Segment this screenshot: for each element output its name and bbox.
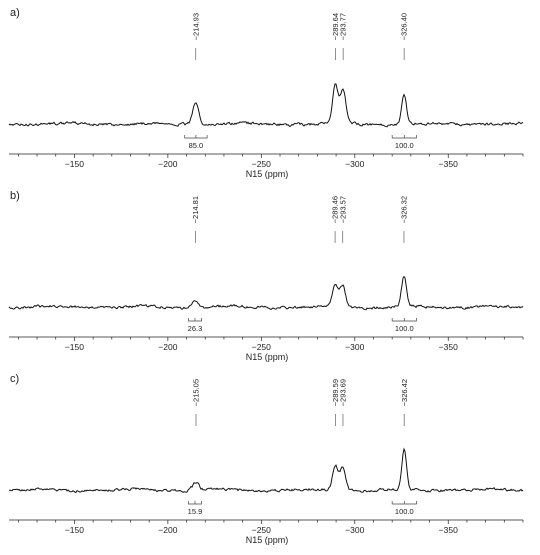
spectrum-trace xyxy=(8,83,524,128)
peak-label-4: −326.32 xyxy=(400,196,409,243)
peak-label-2: −289.46 xyxy=(331,196,340,243)
spectrum-trace xyxy=(8,447,524,493)
spectrum-trace xyxy=(8,275,524,311)
panel-label: b) xyxy=(10,190,20,202)
integral-label: 100.0 xyxy=(395,324,414,333)
x-tick-label: −350 xyxy=(439,159,458,169)
integral-1: 85.0 xyxy=(184,135,208,150)
x-axis-label: N15 (ppm) xyxy=(246,535,289,545)
spectrum-panel-2: b) −214.81 −289.46−293.57 −326.32 26.3 100.0 −… xyxy=(8,190,524,362)
x-tick-label: −250 xyxy=(252,525,271,535)
integral-1: 26.3 xyxy=(188,318,203,333)
integral-2: 100.0 xyxy=(391,135,417,150)
x-tick-label: −150 xyxy=(65,525,84,535)
peak-label-1: −215.05 xyxy=(192,379,201,426)
svg-text:−289.59: −289.59 xyxy=(331,379,340,406)
peak-label-1: −214.93 xyxy=(191,13,200,60)
panel-label: a) xyxy=(10,7,20,19)
x-axis: −150 −200 −250 −300 −350 N15 (ppm) xyxy=(9,519,524,545)
integral-2: 100.0 xyxy=(391,318,417,333)
x-axis: −150 −200 −250 −300 −350 N15 (ppm) xyxy=(9,153,524,179)
spectrum-panel-3: c) −215.05 −289.59−293.69 −326.42 15.9 100.0 −… xyxy=(8,373,524,545)
svg-text:−326.32: −326.32 xyxy=(400,196,409,223)
peak-label-3: −293.57 xyxy=(338,196,347,243)
svg-text:−293.77: −293.77 xyxy=(339,13,348,40)
svg-text:−215.05: −215.05 xyxy=(192,379,201,406)
panel-label: c) xyxy=(10,373,19,385)
svg-text:−293.69: −293.69 xyxy=(339,379,348,406)
x-tick-label: −250 xyxy=(252,159,271,169)
x-tick-label: −350 xyxy=(439,342,458,352)
peak-label-1: −214.81 xyxy=(191,196,200,243)
peak-label-4: −326.42 xyxy=(400,379,409,426)
integral-label: 100.0 xyxy=(395,141,414,150)
integral-label: 26.3 xyxy=(188,324,203,333)
x-tick-label: −250 xyxy=(252,342,271,352)
x-tick-label: −200 xyxy=(158,342,177,352)
peak-label-3: −293.77 xyxy=(339,13,348,60)
x-tick-label: −150 xyxy=(65,342,84,352)
svg-text:−214.81: −214.81 xyxy=(191,196,200,223)
svg-text:−214.93: −214.93 xyxy=(191,13,200,40)
x-axis-label: N15 (ppm) xyxy=(246,352,289,362)
spectrum-panel-1: a) −214.93 −289.64−293.77 −326.40 85.0 100.0 −… xyxy=(8,7,524,179)
svg-text:−326.40: −326.40 xyxy=(400,13,409,40)
peak-label-2: −289.64 xyxy=(331,13,340,60)
svg-text:−289.46: −289.46 xyxy=(331,196,340,223)
svg-text:−289.64: −289.64 xyxy=(331,13,340,40)
peak-label-3: −293.69 xyxy=(339,379,348,426)
x-tick-label: −300 xyxy=(345,525,364,535)
integral-label: 85.0 xyxy=(189,141,204,150)
svg-text:−326.42: −326.42 xyxy=(400,379,409,406)
svg-text:−293.57: −293.57 xyxy=(338,196,347,223)
x-axis-label: N15 (ppm) xyxy=(246,169,289,179)
peak-label-2: −289.59 xyxy=(331,379,340,426)
x-tick-label: −300 xyxy=(345,159,364,169)
peak-label-4: −326.40 xyxy=(400,13,409,60)
integral-2: 100.0 xyxy=(391,501,417,516)
x-tick-label: −150 xyxy=(65,159,84,169)
x-axis: −150 −200 −250 −300 −350 N15 (ppm) xyxy=(9,336,524,362)
x-tick-label: −350 xyxy=(439,525,458,535)
integral-1: 15.9 xyxy=(188,501,203,516)
x-tick-label: −200 xyxy=(158,159,177,169)
integral-label: 100.0 xyxy=(395,507,414,516)
x-tick-label: −200 xyxy=(158,525,177,535)
integral-label: 15.9 xyxy=(188,507,203,516)
x-tick-label: −300 xyxy=(345,342,364,352)
